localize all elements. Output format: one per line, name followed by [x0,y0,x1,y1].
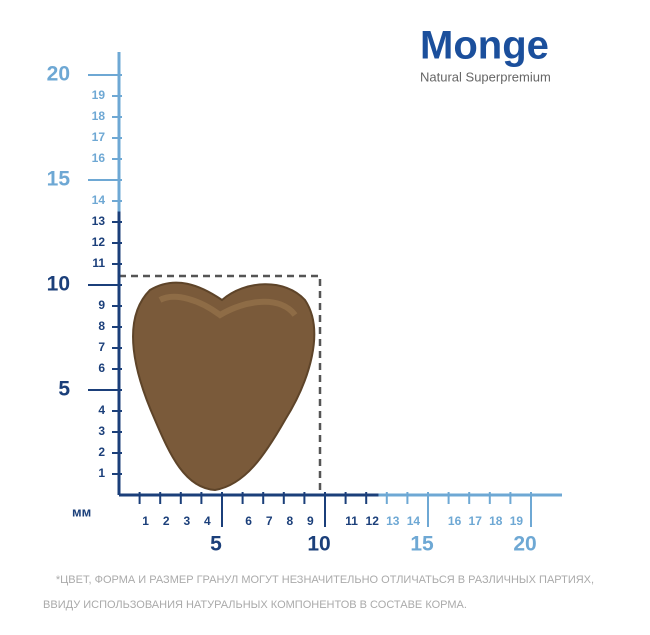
y-tick-label: 19 [92,88,106,102]
tagline: Natural Superpremium [420,69,551,84]
x-tick-label: 18 [489,514,503,528]
x-tick-label: 2 [163,514,170,528]
x-tick-label: 14 [407,514,421,528]
x-tick-label: 8 [286,514,293,528]
y-tick-label: 18 [92,109,106,123]
note-line: ВВИДУ ИСПОЛЬЗОВАНИЯ НАТУРАЛЬНЫХ КОМПОНЕН… [43,599,467,611]
kibble-texture [158,293,298,319]
x-tick-label: 16 [448,514,462,528]
x-major-label: 10 [307,533,330,556]
y-tick-label: 2 [98,445,105,459]
x-major-label: 5 [210,533,222,556]
note-line: *ЦВЕТ, ФОРМА И РАЗМЕР ГРАНУЛ МОГУТ НЕЗНА… [56,574,594,586]
x-tick-label: 12 [366,514,380,528]
x-tick-label: 1 [142,514,149,528]
x-tick-label: 19 [510,514,524,528]
y-tick-label: 6 [98,361,105,375]
x-major-label: 15 [410,533,434,556]
y-tick-label: 3 [98,424,105,438]
x-tick-label: 6 [245,514,252,528]
y-tick-label: 4 [98,403,105,417]
y-tick-label: 13 [92,214,106,228]
x-tick-label: 7 [266,514,273,528]
x-tick-label: 4 [204,514,211,528]
x-tick-label: 13 [386,514,400,528]
x-tick-label: 9 [307,514,314,528]
y-tick-label: 16 [92,151,106,165]
x-tick-label: 11 [345,514,358,528]
y-tick-label: 7 [98,340,105,354]
y-major-label: 5 [58,378,70,401]
x-tick-label: 17 [469,514,483,528]
y-tick-label: 17 [92,130,106,144]
x-major-label: 20 [513,533,536,556]
y-tick-label: 1 [98,466,105,480]
x-tick-label: 3 [183,514,190,528]
brand: Monge [420,24,549,68]
y-tick-label: 9 [98,298,105,312]
y-tick-label: 12 [92,235,106,249]
y-tick-label: 8 [98,319,105,333]
y-tick-label: 14 [92,193,106,207]
unit-label: мм [72,504,91,519]
y-major-label: 10 [47,273,70,296]
kibble [132,281,316,492]
y-major-label: 15 [47,168,71,191]
y-tick-label: 11 [92,256,105,270]
y-major-label: 20 [47,63,70,86]
